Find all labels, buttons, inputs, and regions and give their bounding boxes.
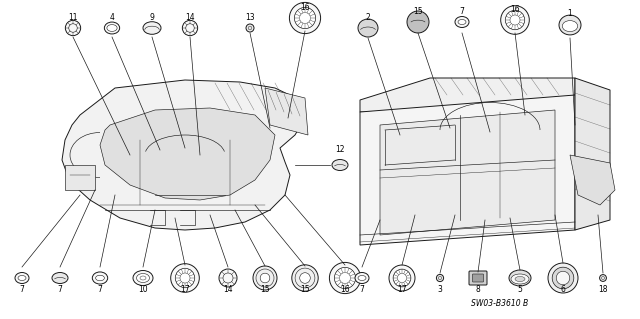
Text: 15: 15 bbox=[300, 285, 310, 293]
Polygon shape bbox=[100, 108, 275, 200]
Circle shape bbox=[246, 24, 254, 32]
Ellipse shape bbox=[95, 275, 104, 281]
Text: 13: 13 bbox=[245, 12, 255, 21]
Text: 7: 7 bbox=[460, 6, 465, 16]
Polygon shape bbox=[380, 110, 555, 235]
Text: 18: 18 bbox=[598, 285, 608, 293]
Text: 10: 10 bbox=[138, 285, 148, 293]
Text: 1: 1 bbox=[568, 10, 572, 19]
Ellipse shape bbox=[143, 22, 161, 34]
Polygon shape bbox=[265, 88, 308, 135]
Ellipse shape bbox=[355, 272, 369, 284]
Text: 11: 11 bbox=[68, 12, 77, 21]
Text: 17: 17 bbox=[397, 285, 407, 293]
Circle shape bbox=[300, 273, 310, 283]
Text: 17: 17 bbox=[180, 285, 190, 293]
Ellipse shape bbox=[458, 19, 466, 25]
Circle shape bbox=[556, 271, 570, 285]
Circle shape bbox=[65, 20, 81, 36]
Ellipse shape bbox=[133, 271, 153, 286]
Text: SW03-B3610 B: SW03-B3610 B bbox=[472, 299, 529, 308]
Ellipse shape bbox=[52, 272, 68, 284]
Circle shape bbox=[175, 268, 195, 288]
Ellipse shape bbox=[511, 274, 529, 284]
Ellipse shape bbox=[509, 270, 531, 286]
Ellipse shape bbox=[358, 276, 366, 280]
Text: 7: 7 bbox=[360, 285, 364, 293]
Circle shape bbox=[330, 263, 360, 293]
Ellipse shape bbox=[515, 277, 525, 281]
Text: 2: 2 bbox=[365, 12, 371, 21]
Text: 15: 15 bbox=[413, 6, 423, 16]
Ellipse shape bbox=[563, 21, 578, 32]
Ellipse shape bbox=[107, 25, 117, 31]
Polygon shape bbox=[360, 95, 575, 245]
Circle shape bbox=[552, 267, 574, 289]
Circle shape bbox=[219, 269, 237, 287]
Circle shape bbox=[289, 3, 321, 33]
Text: 5: 5 bbox=[518, 285, 522, 293]
Circle shape bbox=[334, 267, 356, 289]
Circle shape bbox=[260, 273, 270, 283]
Text: 3: 3 bbox=[438, 285, 442, 293]
Text: 4: 4 bbox=[109, 12, 115, 21]
Text: 7: 7 bbox=[20, 285, 24, 293]
Circle shape bbox=[600, 275, 607, 281]
Circle shape bbox=[182, 20, 198, 36]
Ellipse shape bbox=[455, 17, 469, 27]
Circle shape bbox=[407, 11, 429, 33]
Circle shape bbox=[393, 269, 411, 287]
Text: 8: 8 bbox=[476, 285, 481, 293]
Ellipse shape bbox=[92, 272, 108, 284]
Polygon shape bbox=[360, 78, 575, 112]
Circle shape bbox=[253, 266, 277, 290]
Circle shape bbox=[436, 274, 444, 282]
Circle shape bbox=[171, 264, 199, 292]
Ellipse shape bbox=[559, 15, 581, 35]
FancyBboxPatch shape bbox=[472, 274, 483, 282]
Polygon shape bbox=[570, 155, 615, 205]
Text: 9: 9 bbox=[150, 12, 154, 21]
Ellipse shape bbox=[15, 272, 29, 284]
FancyBboxPatch shape bbox=[469, 271, 487, 285]
Text: 6: 6 bbox=[561, 285, 565, 293]
Text: 7: 7 bbox=[97, 285, 102, 293]
Ellipse shape bbox=[332, 160, 348, 170]
FancyBboxPatch shape bbox=[65, 165, 95, 190]
Text: 12: 12 bbox=[335, 145, 345, 154]
Text: 14: 14 bbox=[223, 285, 233, 293]
Polygon shape bbox=[575, 78, 610, 230]
Ellipse shape bbox=[358, 19, 378, 37]
Ellipse shape bbox=[104, 22, 120, 34]
Circle shape bbox=[500, 6, 529, 34]
Ellipse shape bbox=[18, 276, 26, 280]
Polygon shape bbox=[62, 80, 305, 230]
Text: 16: 16 bbox=[510, 4, 520, 13]
Ellipse shape bbox=[136, 273, 150, 283]
Text: 16: 16 bbox=[340, 285, 350, 293]
Circle shape bbox=[294, 7, 316, 29]
Text: 16: 16 bbox=[300, 3, 310, 11]
Circle shape bbox=[292, 265, 318, 291]
Text: 7: 7 bbox=[58, 285, 63, 293]
Circle shape bbox=[389, 265, 415, 291]
Text: 14: 14 bbox=[185, 12, 195, 21]
Circle shape bbox=[548, 263, 578, 293]
Text: 15: 15 bbox=[260, 285, 270, 293]
Circle shape bbox=[505, 10, 525, 30]
